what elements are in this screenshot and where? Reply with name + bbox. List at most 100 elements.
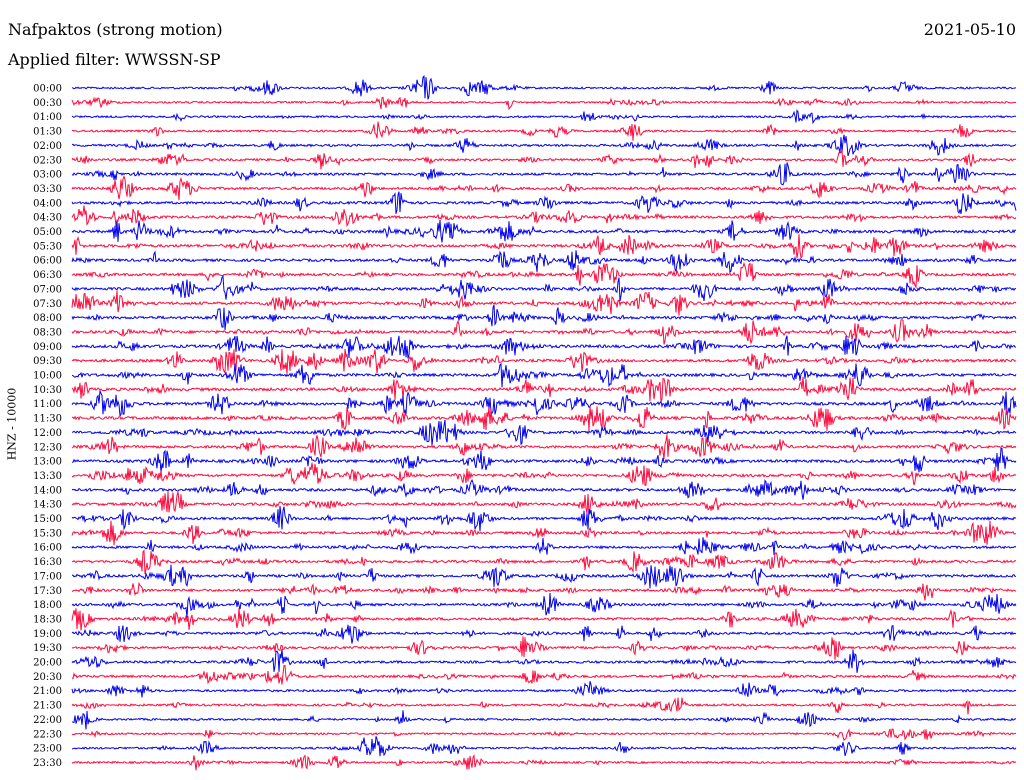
row-time-label: 01:30 (33, 127, 62, 138)
row-time-label: 15:30 (33, 528, 62, 539)
row-time-label: 09:30 (33, 356, 62, 367)
seismogram-trace (71, 462, 1017, 486)
row-time-label: 12:30 (33, 442, 62, 453)
seismogram-trace (71, 234, 1017, 259)
seismogram-trace (71, 710, 1017, 730)
seismogram-trace (71, 608, 1017, 631)
seismogram-trace (71, 564, 1017, 589)
seismogram-trace (71, 335, 1017, 359)
row-time-label: 10:00 (33, 371, 62, 382)
row-time-label: 21:30 (33, 701, 62, 712)
seismogram-trace (71, 419, 1017, 446)
row-time-label: 12:00 (33, 428, 62, 439)
seismogram-trace (71, 75, 1017, 100)
seismogram-trace (71, 304, 1017, 331)
row-time-label: 18:00 (33, 600, 62, 611)
seismogram-trace (71, 319, 1017, 345)
seismogram-trace (71, 175, 1017, 201)
row-time-label: 03:00 (33, 170, 62, 181)
row-time-label: 05:30 (33, 241, 62, 252)
plot-date: 2021-05-10 (923, 20, 1016, 39)
row-time-label: 07:00 (33, 284, 62, 295)
seismogram-trace (71, 581, 1017, 601)
seismogram-trace (71, 664, 1017, 685)
seismogram-trace (71, 505, 1017, 532)
seismogram-trace (71, 624, 1017, 644)
row-time-label: 01:00 (33, 112, 62, 123)
seismogram-trace (71, 736, 1017, 757)
seismogram-trace (71, 134, 1017, 157)
seismogram-trace (71, 376, 1017, 402)
row-time-label: 03:30 (33, 184, 62, 195)
seismogram-trace (71, 162, 1017, 186)
row-time-label: 23:00 (33, 744, 62, 755)
row-time-label: 17:00 (33, 571, 62, 582)
seismogram-trace (71, 491, 1017, 514)
row-time-label: 02:00 (33, 141, 62, 152)
seismogram-trace (71, 592, 1017, 618)
row-time-label: 05:00 (33, 227, 62, 238)
seismogram-trace (71, 520, 1017, 546)
seismogram-trace (71, 261, 1017, 289)
seismogram-trace (71, 681, 1017, 698)
row-time-label: 06:00 (33, 256, 62, 267)
row-time-label: 18:30 (33, 614, 62, 625)
row-time-label: 22:30 (33, 729, 62, 740)
seismogram-trace (71, 754, 1017, 771)
seismogram-trace (71, 697, 1017, 715)
row-time-label: 09:00 (33, 342, 62, 353)
row-time-label: 06:30 (33, 270, 62, 281)
row-time-label: 10:30 (33, 385, 62, 396)
row-time-label: 04:30 (33, 213, 62, 224)
seismogram-trace (71, 728, 1017, 742)
row-time-label: 20:30 (33, 672, 62, 683)
row-time-label: 11:30 (33, 414, 62, 425)
seismogram-trace (71, 290, 1017, 316)
station-title: Nafpaktos (strong motion) (8, 20, 223, 39)
seismogram-trace (71, 406, 1017, 431)
row-time-label: 00:30 (33, 98, 62, 109)
row-time-label: 16:30 (33, 557, 62, 568)
seismogram-trace (71, 250, 1017, 274)
row-time-label: 00:00 (33, 84, 62, 95)
seismogram-trace (72, 121, 1017, 141)
row-time-label: 17:30 (33, 586, 62, 597)
seismogram-trace (71, 537, 1017, 555)
row-time-label: 23:30 (33, 758, 62, 769)
row-time-label: 21:00 (33, 686, 62, 697)
seismogram-trace (71, 434, 1017, 459)
seismogram-trace (71, 362, 1017, 388)
seismogram-trace (71, 478, 1017, 500)
row-time-label: 15:00 (33, 514, 62, 525)
row-time-label: 14:00 (33, 485, 62, 496)
row-time-label: 13:30 (33, 471, 62, 482)
seismogram-trace (71, 96, 1017, 111)
filter-label: Applied filter: WWSSN-SP (8, 50, 221, 69)
row-time-label: 14:30 (33, 500, 62, 511)
seismogram-trace (71, 275, 1017, 302)
seismogram-trace (71, 390, 1017, 418)
seismogram-trace (71, 219, 1017, 243)
row-time-label: 08:30 (33, 327, 62, 338)
seismogram-trace (71, 636, 1017, 660)
row-time-label: 11:00 (33, 399, 62, 410)
seismogram-trace (71, 549, 1017, 575)
row-time-label: 04:00 (33, 198, 62, 209)
row-time-label: 20:00 (33, 658, 62, 669)
row-time-label: 22:00 (33, 715, 62, 726)
seismogram-trace (71, 205, 1017, 228)
seismogram-trace (71, 348, 1017, 375)
seismogram-trace (71, 150, 1017, 170)
row-time-label: 08:00 (33, 313, 62, 324)
seismogram-trace (71, 648, 1017, 673)
seismogram-trace (71, 191, 1017, 215)
row-time-label: 02:30 (33, 155, 62, 166)
row-time-label: 13:00 (33, 457, 62, 468)
row-time-label: 16:00 (33, 543, 62, 554)
seismogram-trace (71, 109, 1017, 125)
row-time-label: 19:30 (33, 643, 62, 654)
seismogram-trace (71, 447, 1017, 473)
row-time-label: 19:00 (33, 629, 62, 640)
row-time-label: 07:30 (33, 299, 62, 310)
